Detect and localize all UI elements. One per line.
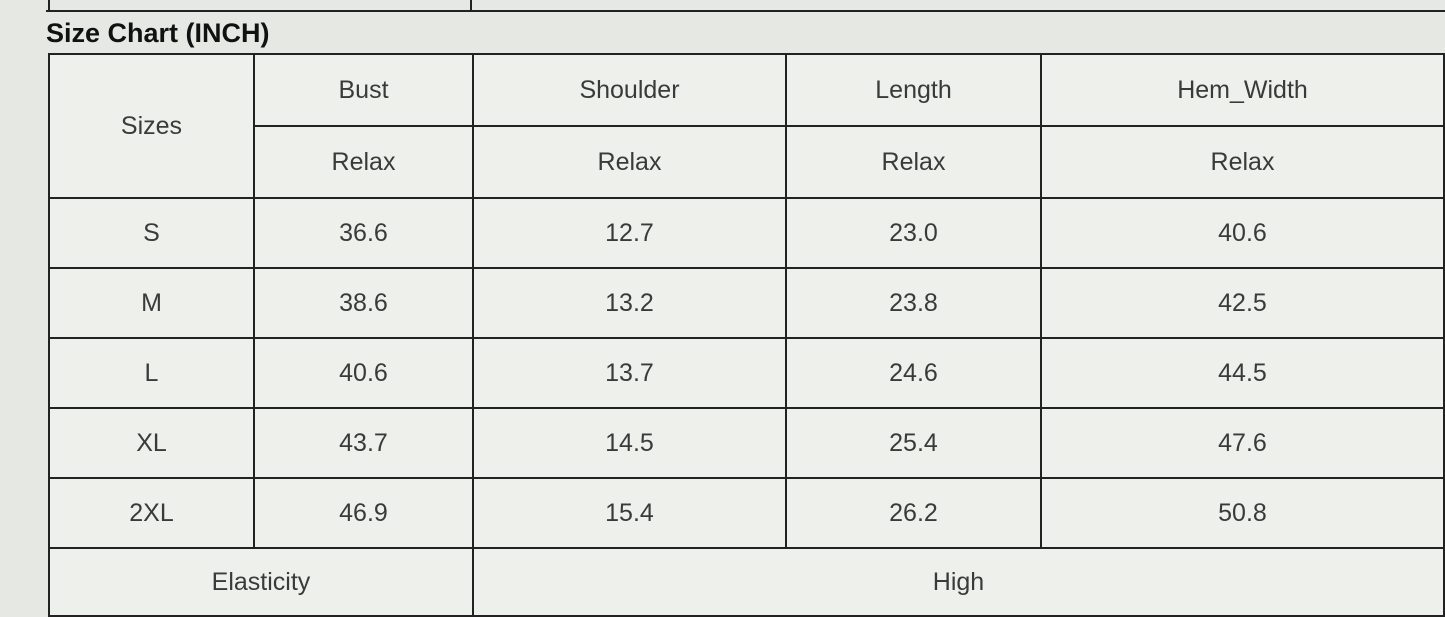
elasticity-value: High [472, 547, 1445, 617]
size-cell: L [48, 337, 255, 409]
length-cell: 25.4 [785, 407, 1042, 479]
size-cell: S [48, 197, 255, 269]
length-cell: 24.6 [785, 337, 1042, 409]
shoulder-cell: 13.2 [472, 267, 787, 339]
bust-cell: 38.6 [253, 267, 474, 339]
hem-width-cell: 44.5 [1040, 337, 1445, 409]
length-cell: 23.0 [785, 197, 1042, 269]
hem-width-cell: 42.5 [1040, 267, 1445, 339]
hem-width-cell: 40.6 [1040, 197, 1445, 269]
bust-cell: 43.7 [253, 407, 474, 479]
subheader-relax: Relax [1040, 125, 1445, 199]
elasticity-label: Elasticity [48, 547, 474, 617]
previous-table-edge [46, 0, 1445, 12]
table-row: M 38.6 13.2 23.8 42.5 [48, 267, 1445, 339]
subheader-relax: Relax [472, 125, 787, 199]
size-cell: M [48, 267, 255, 339]
header-bust: Bust [253, 53, 474, 127]
hem-width-cell: 47.6 [1040, 407, 1445, 479]
header-row: Sizes Bust Shoulder Length Hem_Width [48, 53, 1445, 199]
bust-cell: 36.6 [253, 197, 474, 269]
length-cell: 23.8 [785, 267, 1042, 339]
shoulder-cell: 13.7 [472, 337, 787, 409]
header-shoulder: Shoulder [472, 53, 787, 127]
subheader-relax: Relax [253, 125, 474, 199]
table-row: S 36.6 12.7 23.0 40.6 [48, 197, 1445, 269]
shoulder-cell: 14.5 [472, 407, 787, 479]
divider [48, 0, 50, 10]
header-length: Length [785, 53, 1042, 127]
size-cell: XL [48, 407, 255, 479]
subheader-relax: Relax [785, 125, 1042, 199]
size-cell: 2XL [48, 477, 255, 549]
subheader-row: Relax Relax Relax Relax [49, 125, 1445, 199]
divider [470, 0, 472, 10]
header-hem-width: Hem_Width [1040, 53, 1445, 127]
bust-cell: 46.9 [253, 477, 474, 549]
hem-width-cell: 50.8 [1040, 477, 1445, 549]
table-row: L 40.6 13.7 24.6 44.5 [48, 337, 1445, 409]
elasticity-row: Elasticity High [48, 547, 1445, 617]
table-row: XL 43.7 14.5 25.4 47.6 [48, 407, 1445, 479]
shoulder-cell: 15.4 [472, 477, 787, 549]
shoulder-cell: 12.7 [472, 197, 787, 269]
length-cell: 26.2 [785, 477, 1042, 549]
header-sizes: Sizes [48, 53, 255, 199]
size-chart-table: Sizes Bust Shoulder Length Hem_Width Rel… [48, 53, 1445, 617]
table-row: 2XL 46.9 15.4 26.2 50.8 [48, 477, 1445, 549]
bust-cell: 40.6 [253, 337, 474, 409]
page-title: Size Chart (INCH) [46, 18, 270, 48]
